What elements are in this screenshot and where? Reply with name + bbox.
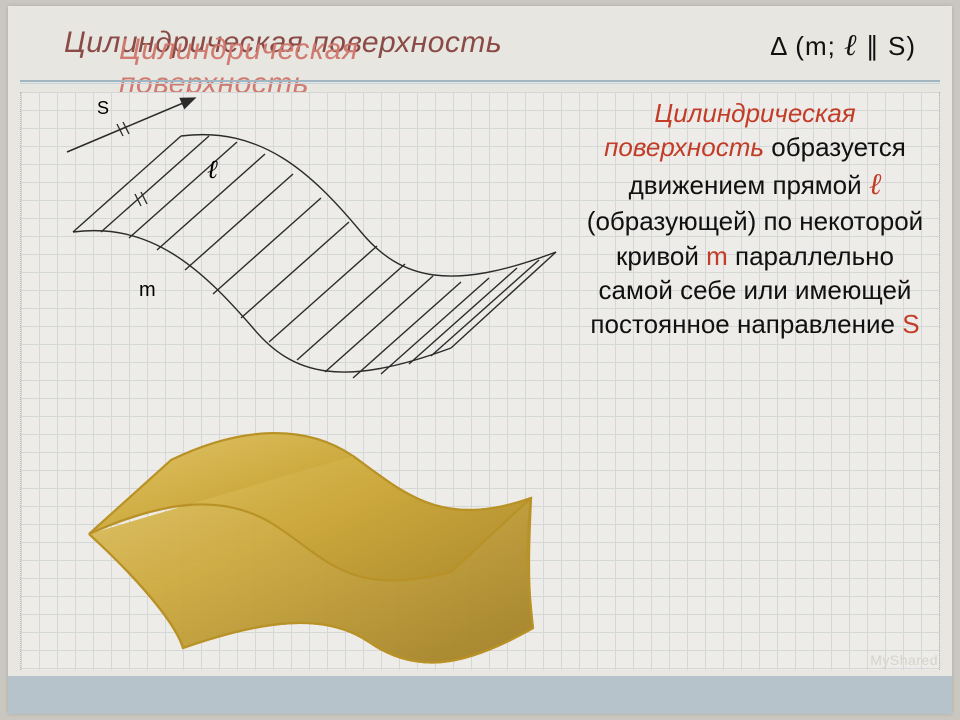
content-area: S [20,92,940,670]
parallel-tick-2a [135,194,141,206]
diagram-area: S [31,92,571,670]
title-wrap: Цилиндрическая поверхность Цилиндрическа… [64,26,502,66]
term-line2: поверхность [604,132,764,162]
wire-surface [73,135,556,378]
term-line1: Цилиндрическая [654,98,855,128]
direction-arrow [67,98,195,152]
body-s: S [902,309,919,339]
label-s: S [97,98,109,118]
formula-ell: ℓ [844,29,858,62]
title-shadow: Цилиндрическая поверхность [119,33,502,101]
outer-frame: Цилиндрическая поверхность Цилиндрическа… [0,0,960,720]
watermark: MyShared [870,652,938,668]
label-ell: ℓ [207,155,218,184]
formula-prefix: Δ (m; [770,31,844,61]
label-m: m [139,279,156,301]
body-ell: ℓ [869,168,882,201]
footer-bar [8,676,952,714]
slide: Цилиндрическая поверхность Цилиндрическа… [8,6,952,714]
text-column: Цилиндрическая поверхность образуется дв… [581,96,929,341]
diagram-svg: S [31,92,571,672]
header-bar: Цилиндрическая поверхность Цилиндрическа… [8,14,952,78]
header-divider [20,80,940,84]
definition-formula: Δ (m; ℓ ∥ S) [770,29,916,63]
body-m: m [706,241,728,271]
formula-suffix: ∥ S) [858,31,916,61]
shaded-surface [89,433,533,662]
